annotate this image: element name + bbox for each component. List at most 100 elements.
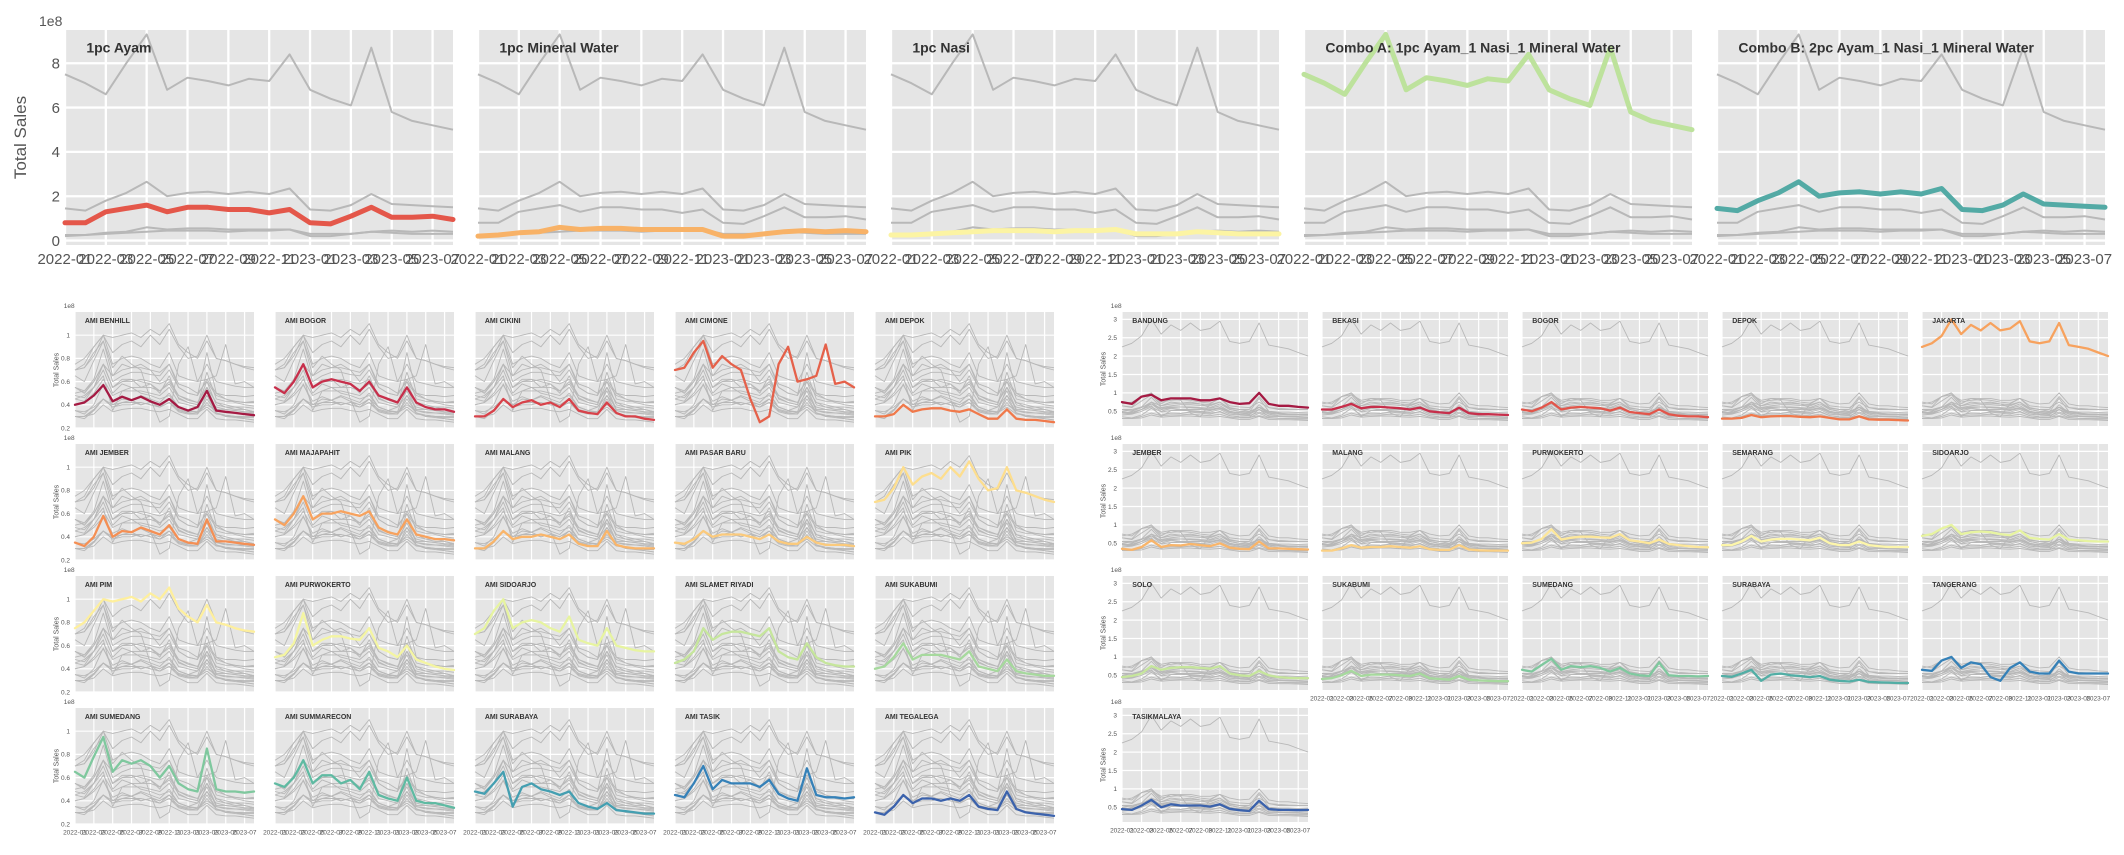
background-line-ami-sumedang [674,604,855,662]
background-line-bandung [1521,392,1709,409]
background-line-ami-sumedang [74,340,255,398]
y-scale-label: 1e8 [64,303,75,310]
background-line-ami-tasik [474,633,655,670]
x-tick-label: 2022-11 [1208,828,1232,835]
panel-store-ami-pik: AMI PIK [873,444,1056,561]
x-tick-label: 2022-07 [920,830,944,837]
background-line-ami-sidoarjo [74,334,254,388]
background-line-bandung [1321,392,1509,409]
background-line-ami-pim [874,323,1055,369]
background-line-tangerang [1521,392,1708,418]
background-line-depok [1722,678,1909,685]
panel-title: BANDUNG [1132,318,1168,325]
background-line-ami-pim [74,323,255,369]
background-line-ami-tegalega [274,791,455,817]
panel-product-combo-a-1pc-ayam-1-nasi-1-mineral-water: Combo A: 1pc Ayam_1 Nasi_1 Mineral Water… [1276,30,1699,268]
background-line-depok [1922,414,2109,421]
background-line-sumedang [1921,526,2109,545]
series-line-surabaya [1720,668,1910,685]
background-line-ami-summarecon [674,759,855,809]
x-tick-label: 2022-03 [904,251,959,268]
panel-city-sidoarjo: SIDOARJO [1920,444,2110,558]
x-tick-label: 2022-11 [1608,696,1632,703]
background-line-ami-summarecon [74,759,255,809]
y-tick-label: 3 [1113,581,1117,588]
y-tick-label: 2.5 [1108,599,1117,606]
background-line-solo [1121,533,1308,547]
background-line-ami-sidoarjo [874,598,1054,652]
plot-background [1717,30,2105,245]
series-line-tasikmalaya [1120,798,1310,813]
background-line-ami-slamet-riyadi [874,759,1054,799]
panel-store-ami-cikini: AMI CIKINI [473,312,656,429]
panel-store-ami-benhill: AMI BENHILL 0.2 0.4 0.6 0.8 1 1e8 Total Sales [53,303,256,432]
y-scale-label: 1e8 [1111,435,1122,442]
x-tick-label: 2023-03 [2047,696,2071,703]
background-line-ami-summarecon [874,759,1055,809]
background-line-solo [1921,665,2108,679]
x-tick-label: 2022-11 [1408,696,1432,703]
x-tick-label: 2023-07 [1886,696,1910,703]
background-line-sumedang [1921,394,2109,413]
panel-title: AMI BOGOR [285,318,326,325]
x-tick-label: 2023-05 [814,830,838,837]
background-line-ami-slamet-riyadi [74,495,254,535]
x-tick-label: 2022-09 [1440,251,1495,268]
background-line-ami-slamet-riyadi [474,759,654,799]
panel-title: 1pc Mineral Water [499,39,619,55]
y-tick-label: 1.5 [1108,768,1117,775]
panel-title: SUKABUMI [1332,582,1370,589]
background-line-bandung [1121,656,1309,673]
y-scale-label: 1e8 [1111,303,1122,310]
background-line-tangerang [1121,524,1308,550]
y-tick-label: 0.5 [1108,805,1117,812]
background-line-ami-summarecon [74,495,255,545]
background-line-ami-depok [475,404,655,423]
x-tick-label: 2022-05 [1349,696,1373,703]
series-line-sumedang [1520,657,1710,678]
series-line-malang [1320,543,1510,552]
x-tick-label: 2023-03 [1247,828,1271,835]
background-line-sumedang [1921,658,2109,677]
series-line-ami-tasik [673,764,856,802]
series-line-sukabumi [1320,669,1510,683]
background-line-tangerang [1321,656,1508,682]
panel-city-semarang: SEMARANG [1720,444,1910,558]
panel-city-tasikmalaya: TASIKMALAYA 0.5 1 1.5 2 2.5 3 1e8 Total Sales 202… [1100,699,1310,835]
background-line-solo [1721,401,1908,415]
series-line-tangerang [1920,655,2110,682]
y-tick-label: 0.6 [61,379,70,386]
background-line-depok [1522,678,1709,685]
y-tick-label: 1 [66,728,70,735]
background-line-ami-surabaya [274,375,454,419]
background-line-ami-slamet-riyadi [74,759,254,799]
x-tick-label: 2022-03 [1330,696,1354,703]
background-line-bandung [1321,656,1509,673]
x-tick-label: 2022-09 [1853,251,1908,268]
background-line-ami-depok [675,800,855,819]
background-line-combo-a-1pc-ayam-1-nasi-1-mineral-water [890,33,1280,131]
background-line-ami-sidoarjo [674,466,854,520]
background-line-ami-tasik [74,501,255,538]
background-line-ami-sumedang [474,604,655,662]
background-line-jakarta [1721,450,1909,489]
x-tick-label: 2023-01 [176,830,200,837]
background-line-ami-depok [875,536,1055,555]
background-line-ami-summarecon [674,363,855,413]
panel-title: AMI MAJAPAHIT [285,450,341,457]
background-line-bandung [1521,524,1709,541]
background-line-jakarta [1521,582,1709,621]
series-line-ami-jember [73,514,256,548]
background-line-ami-summarecon [874,363,1055,413]
panel-city-sukabumi: SUKABUMI2022-012022-032022-052022-072022… [1310,576,1511,703]
background-line-tasikmalaya [1921,667,2109,680]
background-line-ami-slamet-riyadi [874,363,1054,403]
y-tick-label: 8 [52,55,60,72]
panel-title: AMI SLAMET RIYADI [685,582,754,589]
series-line-jakarta [1920,318,2110,358]
background-line-tangerang [1321,524,1508,550]
x-tick-label: 2022-01 [263,830,287,837]
series-line-ami-depok [873,403,1056,424]
background-line-combo-b-2pc-ayam-1-nasi-1-mineral-water [477,180,867,212]
x-tick-label: 2023-01 [1428,696,1452,703]
